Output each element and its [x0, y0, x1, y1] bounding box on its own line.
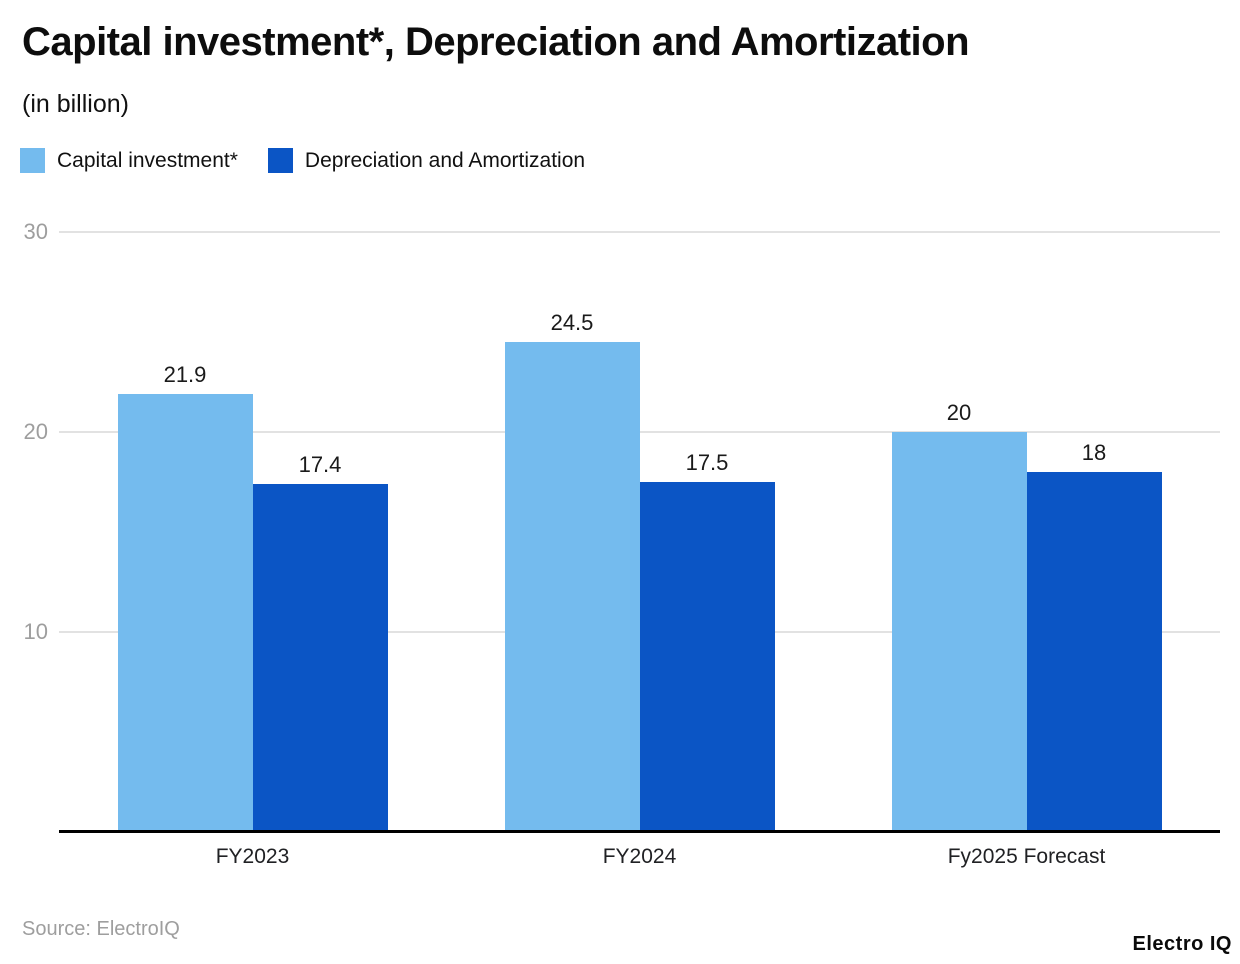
bar-series1-cat0: [252, 484, 388, 832]
legend-label: Capital investment*: [57, 148, 238, 172]
bar-value-label-series1-cat2: 18: [1081, 440, 1107, 465]
chart-subtitle: (in billion): [22, 90, 129, 118]
source-note: Source: ElectroIQ: [22, 918, 180, 940]
x-axis-line: [59, 830, 1220, 833]
y-tick-label-30: 30: [23, 219, 48, 244]
bar-series0-cat0: [117, 394, 253, 832]
legend-swatch-icon: [20, 148, 45, 173]
y-tick-label-10: 10: [23, 619, 48, 644]
bar-value-label-series1-cat0: 17.4: [298, 452, 342, 477]
legend-item-1: Depreciation and Amortization: [267, 148, 586, 173]
bar-series0-cat1: [504, 342, 640, 832]
brand-logo: Electro IQ: [1132, 933, 1232, 955]
legend-item-0: Capital investment*: [20, 148, 238, 173]
bar-series1-cat1: [639, 482, 775, 832]
bar-value-label-series0-cat0: 21.9: [163, 362, 207, 387]
chart-title: Capital investment*, Depreciation and Am…: [22, 20, 970, 64]
gridline-30: [59, 231, 1220, 233]
x-tick-label-2: Fy2025 Forecast: [947, 845, 1106, 868]
y-tick-label-20: 20: [23, 419, 48, 444]
bar-series1-cat2: [1026, 472, 1162, 832]
bar-value-label-series0-cat2: 20: [946, 400, 972, 425]
bar-value-label-series1-cat1: 17.5: [685, 450, 729, 475]
bar-series0-cat2: [891, 432, 1027, 832]
legend-label: Depreciation and Amortization: [304, 148, 586, 172]
legend-swatch-icon: [267, 148, 293, 173]
x-tick-label-1: FY2024: [602, 845, 677, 868]
gridline-20: [59, 431, 1220, 433]
x-tick-label-0: FY2023: [215, 845, 290, 868]
bar-value-label-series0-cat1: 24.5: [550, 310, 594, 335]
legend: Capital investment* Depreciation and Amor…: [20, 148, 585, 173]
